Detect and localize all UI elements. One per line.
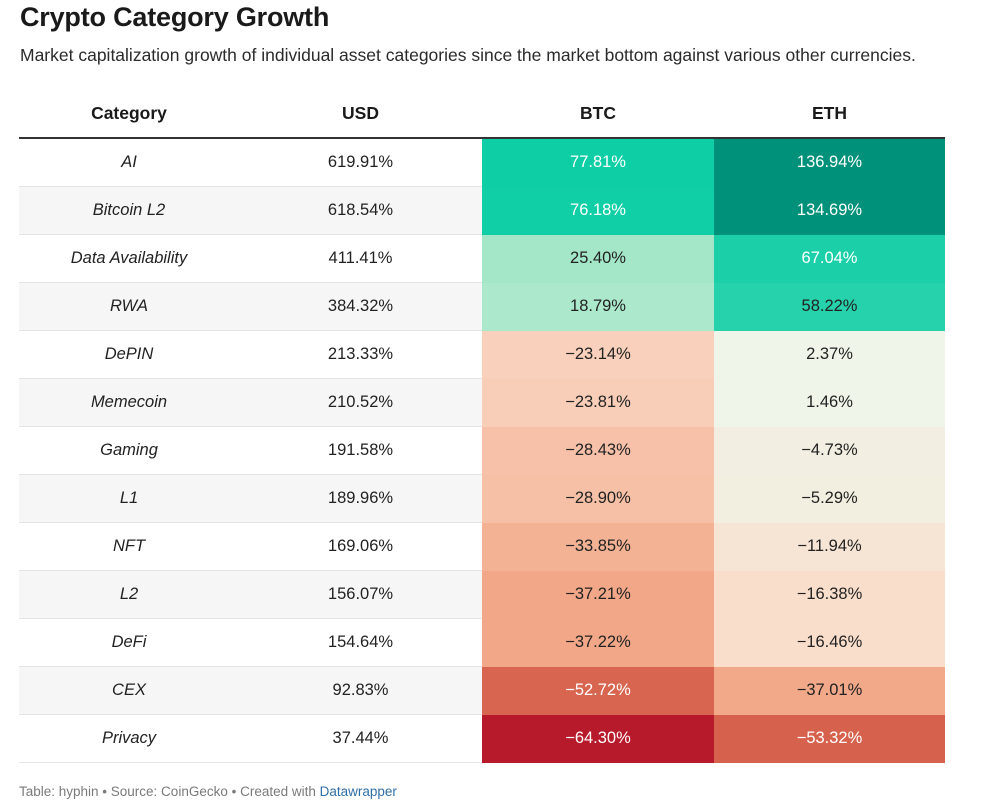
category-cell: DeFi (19, 618, 239, 667)
table-row: DePIN 213.33% −23.14% 2.37% (19, 330, 945, 379)
footer-credits: Table: hyphin • Source: CoinGecko • Crea… (19, 784, 397, 799)
table-row: Data Availability 411.41% 25.40% 67.04% (19, 234, 945, 283)
btc-value-cell: 18.79% (482, 282, 714, 331)
usd-value-cell: 169.06% (239, 522, 482, 571)
eth-value-cell: 136.94% (714, 138, 945, 187)
usd-value-cell: 384.32% (239, 282, 482, 331)
btc-value-cell: −37.22% (482, 618, 714, 667)
category-cell: Gaming (19, 426, 239, 475)
eth-value-cell: −16.38% (714, 570, 945, 619)
table-row: AI 619.91% 77.81% 136.94% (19, 138, 945, 187)
usd-value-cell: 154.64% (239, 618, 482, 667)
column-header-category[interactable]: Category (19, 90, 239, 139)
usd-value-cell: 189.96% (239, 474, 482, 523)
column-header-eth[interactable]: ETH (714, 90, 945, 139)
table-row: RWA 384.32% 18.79% 58.22% (19, 282, 945, 331)
table-row: NFT 169.06% −33.85% −11.94% (19, 522, 945, 571)
btc-value-cell: −37.21% (482, 570, 714, 619)
usd-value-cell: 37.44% (239, 714, 482, 763)
btc-value-cell: −23.81% (482, 378, 714, 427)
table-body: AI 619.91% 77.81% 136.94% Bitcoin L2 618.54% 7… (19, 138, 945, 763)
chart-title: Crypto Category Growth (20, 2, 330, 32)
category-cell: AI (19, 138, 239, 187)
btc-value-cell: −52.72% (482, 666, 714, 715)
btc-value-cell: 76.18% (482, 186, 714, 235)
column-header-usd[interactable]: USD (239, 90, 482, 139)
table-row: L2 156.07% −37.21% −16.38% (19, 570, 945, 619)
table-row: L1 189.96% −28.90% −5.29% (19, 474, 945, 523)
usd-value-cell: 619.91% (239, 138, 482, 187)
table-row: Bitcoin L2 618.54% 76.18% 134.69% (19, 186, 945, 235)
column-header-btc[interactable]: BTC (482, 90, 714, 139)
table-row: Memecoin 210.52% −23.81% 1.46% (19, 378, 945, 427)
usd-value-cell: 210.52% (239, 378, 482, 427)
btc-value-cell: −28.90% (482, 474, 714, 523)
btc-value-cell: 25.40% (482, 234, 714, 283)
eth-value-cell: 1.46% (714, 378, 945, 427)
category-cell: L1 (19, 474, 239, 523)
table-row: DeFi 154.64% −37.22% −16.46% (19, 618, 945, 667)
btc-value-cell: −33.85% (482, 522, 714, 571)
btc-value-cell: −28.43% (482, 426, 714, 475)
growth-table: Category USD BTC ETH AI 619.91% 77.81% 136.… (19, 90, 945, 763)
category-cell: Data Availability (19, 234, 239, 283)
usd-value-cell: 156.07% (239, 570, 482, 619)
category-cell: L2 (19, 570, 239, 619)
eth-value-cell: −37.01% (714, 666, 945, 715)
btc-value-cell: −23.14% (482, 330, 714, 379)
eth-value-cell: −53.32% (714, 714, 945, 763)
usd-value-cell: 92.83% (239, 666, 482, 715)
usd-value-cell: 191.58% (239, 426, 482, 475)
category-cell: CEX (19, 666, 239, 715)
eth-value-cell: 67.04% (714, 234, 945, 283)
table-row: CEX 92.83% −52.72% −37.01% (19, 666, 945, 715)
category-cell: DePIN (19, 330, 239, 379)
category-cell: NFT (19, 522, 239, 571)
btc-value-cell: 77.81% (482, 138, 714, 187)
category-cell: Bitcoin L2 (19, 186, 239, 235)
eth-value-cell: −5.29% (714, 474, 945, 523)
datawrapper-link[interactable]: Datawrapper (319, 784, 397, 799)
eth-value-cell: −4.73% (714, 426, 945, 475)
footer-text: Table: hyphin • Source: CoinGecko • Crea… (19, 784, 320, 799)
header-row: Category USD BTC ETH (19, 90, 945, 139)
chart-subtitle: Market capitalization growth of individu… (20, 45, 916, 65)
table-row: Gaming 191.58% −28.43% −4.73% (19, 426, 945, 475)
usd-value-cell: 213.33% (239, 330, 482, 379)
table-row: Privacy 37.44% −64.30% −53.32% (19, 714, 945, 763)
category-cell: Memecoin (19, 378, 239, 427)
btc-value-cell: −64.30% (482, 714, 714, 763)
eth-value-cell: −11.94% (714, 522, 945, 571)
category-cell: RWA (19, 282, 239, 331)
category-cell: Privacy (19, 714, 239, 763)
eth-value-cell: −16.46% (714, 618, 945, 667)
usd-value-cell: 618.54% (239, 186, 482, 235)
eth-value-cell: 58.22% (714, 282, 945, 331)
eth-value-cell: 2.37% (714, 330, 945, 379)
usd-value-cell: 411.41% (239, 234, 482, 283)
eth-value-cell: 134.69% (714, 186, 945, 235)
